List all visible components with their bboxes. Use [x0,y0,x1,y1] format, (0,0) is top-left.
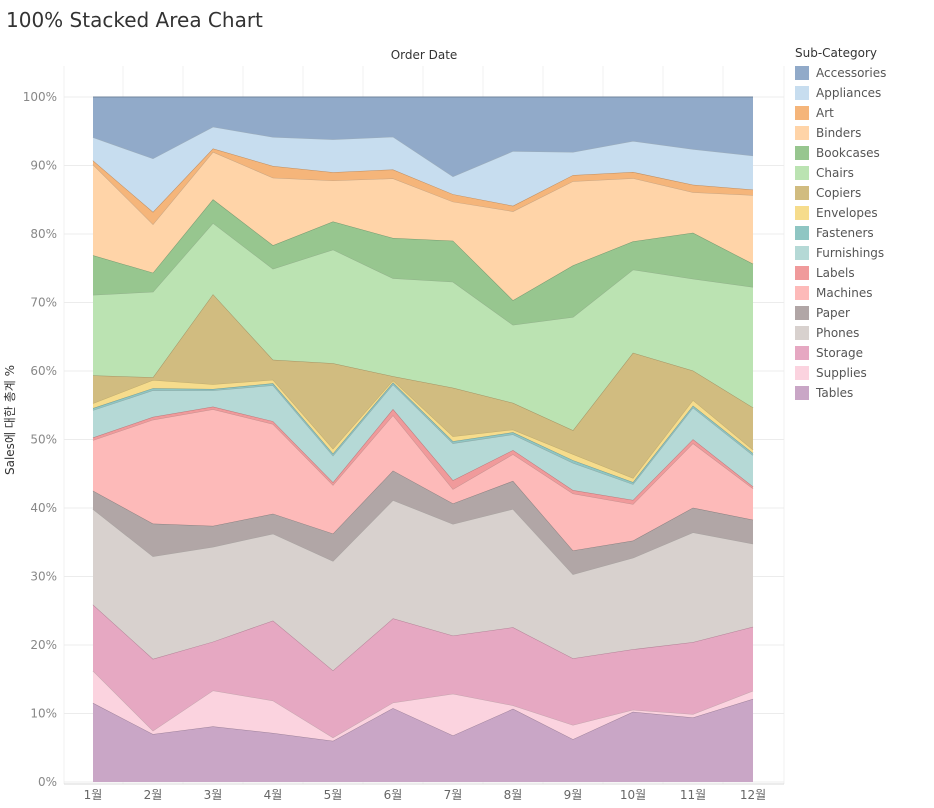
area-machines [93,409,753,551]
area-art [93,148,753,225]
legend-item-appliances[interactable]: Appliances [795,83,930,103]
y-axis-label: Sales에 대한 총계 % [3,365,17,475]
chart-title: 100% Stacked Area Chart [6,8,263,32]
legend-swatch [795,326,809,340]
legend-label: Paper [816,306,850,320]
legend-label: Art [816,106,834,120]
legend-item-labels[interactable]: Labels [795,263,930,283]
legend-swatch [795,346,809,360]
area-supplies [93,670,753,741]
y-tick-label: 30% [30,570,57,584]
legend-label: Furnishings [816,246,885,260]
legend-swatch [795,226,809,240]
legend-swatch [795,246,809,260]
x-axis-header: Order Date [391,48,458,62]
legend-label: Machines [816,286,873,300]
legend-item-furnishings[interactable]: Furnishings [795,243,930,263]
legend-swatch [795,366,809,380]
legend-label: Binders [816,126,862,140]
area-binders [93,151,753,301]
x-tick-label: 8월 [504,788,523,802]
area-phones [93,500,753,671]
legend-item-chairs[interactable]: Chairs [795,163,930,183]
x-tick-label: 9월 [564,788,583,802]
legend-swatch [795,106,809,120]
x-tick-label: 2월 [144,788,163,802]
legend-item-supplies[interactable]: Supplies [795,363,930,383]
area-furnishings [93,384,753,500]
legend-label: Fasteners [816,226,874,240]
legend-item-tables[interactable]: Tables [795,383,930,403]
area-copiers [93,294,753,478]
legend-item-accessories[interactable]: Accessories [795,63,930,83]
legend-item-copiers[interactable]: Copiers [795,183,930,203]
x-tick-label: 12월 [740,788,766,802]
legend-swatch [795,86,809,100]
x-tick-label: 11월 [680,788,706,802]
legend-label: Storage [816,346,863,360]
x-tick-label: 6월 [384,788,403,802]
legend-label: Tables [816,386,854,400]
x-tick-label: 10월 [620,788,646,802]
legend-swatch [795,266,809,280]
y-tick-label: 60% [30,364,57,378]
x-tick-label: 1월 [84,788,103,802]
y-tick-label: 0% [38,775,57,789]
legend-swatch [795,186,809,200]
y-tick-label: 20% [30,638,57,652]
legend-item-art[interactable]: Art [795,103,930,123]
legend-item-phones[interactable]: Phones [795,323,930,343]
area-edge-supplies [92,670,754,739]
legend-item-envelopes[interactable]: Envelopes [795,203,930,223]
legend-item-binders[interactable]: Binders [795,123,930,143]
legend-label: Envelopes [816,206,878,220]
legend-item-machines[interactable]: Machines [795,283,930,303]
legend-swatch [795,206,809,220]
legend-item-bookcases[interactable]: Bookcases [795,143,930,163]
legend-items: Accessories Appliances Art Binders Bookcases… [795,63,930,403]
legend-label: Chairs [816,166,854,180]
y-tick-label: 50% [30,433,57,447]
legend-label: Phones [816,326,860,340]
legend-swatch [795,286,809,300]
area-tables [93,698,753,782]
legend-swatch [795,66,809,80]
y-tick-label: 100% [23,90,57,104]
legend-title: Sub-Category [795,46,877,60]
area-edge-binders [92,151,754,225]
legend-swatch [795,386,809,400]
legend-label: Bookcases [816,146,880,160]
legend-swatch [795,306,809,320]
legend-item-fasteners[interactable]: Fasteners [795,223,930,243]
legend-label: Labels [816,266,855,280]
area-bookcases [93,199,753,325]
y-tick-label: 10% [30,707,57,721]
area-accessories [93,97,753,177]
area-chairs [93,223,753,431]
legend-swatch [795,166,809,180]
y-tick-label: 80% [30,227,57,241]
area-appliances [93,126,753,212]
x-tick-label: 4월 [264,788,283,802]
y-tick-label: 90% [30,159,57,173]
legend-swatch [795,146,809,160]
area-storage [93,604,753,738]
x-tick-label: 5월 [324,788,343,802]
legend-label: Appliances [816,86,882,100]
y-tick-label: 70% [30,296,57,310]
legend: Sub-Category Accessories Appliances Art Bin… [795,46,930,403]
legend-item-storage[interactable]: Storage [795,343,930,363]
legend-label: Copiers [816,186,862,200]
x-tick-label: 7월 [444,788,463,802]
legend-item-paper[interactable]: Paper [795,303,930,323]
legend-label: Supplies [816,366,867,380]
y-tick-label: 40% [30,501,57,515]
x-tick-label: 3월 [204,788,223,802]
legend-swatch [795,126,809,140]
legend-label: Accessories [816,66,887,80]
